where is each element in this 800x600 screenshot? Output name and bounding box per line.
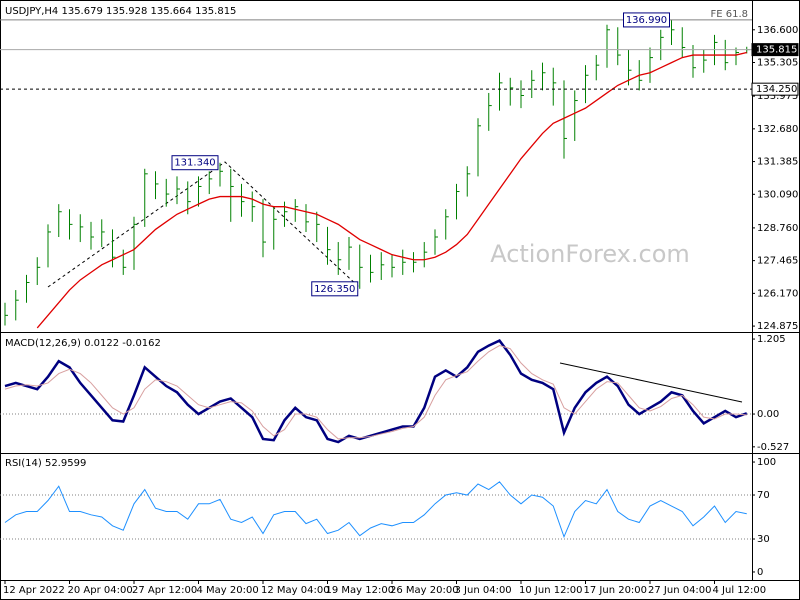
level-label: 134.250 (756, 84, 797, 95)
level-box (751, 43, 799, 57)
panel-title: MACD(12,26,9) 0.0122 -0.0162 (5, 338, 161, 349)
y-tick-label: 133.975 (757, 91, 798, 102)
annotation-box (311, 281, 359, 297)
y-tick-label: 126.170 (757, 288, 798, 299)
x-tick-label: 17 Jun 20:00 (584, 585, 648, 596)
y-tick-label: 131.385 (757, 157, 798, 168)
annotation-box (171, 155, 219, 171)
y-tick-label: 132.680 (757, 124, 798, 135)
x-tick-label: 12 Apr 2022 (3, 585, 65, 596)
wave-line (47, 161, 361, 289)
x-tick-label: 27 Jun 04:00 (648, 585, 712, 596)
x-tick-label: 3 Jun 04:00 (455, 585, 512, 596)
watermark: ActionForex.com (490, 240, 690, 268)
panel-title: USDJPY,H4 135.679 135.928 135.664 135.81… (5, 6, 236, 17)
y-tick-label: 124.875 (757, 321, 798, 332)
level-box (751, 82, 799, 96)
y-tick-label: 136.600 (757, 25, 798, 36)
level-label: 135.815 (756, 45, 797, 56)
annotation-box (623, 12, 670, 28)
macd-line (4, 339, 748, 444)
y-tick-label: 1.205 (757, 334, 786, 345)
y-tick-label: 130.090 (757, 189, 798, 200)
y-tick-label: 100 (757, 457, 776, 468)
y-tick-label: 127.465 (757, 256, 798, 267)
y-tick-label: 70 (757, 490, 770, 501)
y-tick-label: 135.305 (757, 58, 798, 69)
x-tick-label: 20 Apr 04:00 (68, 585, 133, 596)
x-tick-label: 27 Apr 12:00 (132, 585, 197, 596)
panel-title: RSI(14) 52.9599 (5, 458, 86, 469)
rsi-line (4, 481, 747, 539)
y-tick-label: 0 (757, 567, 763, 578)
x-tick-label: 4 May 20:00 (197, 585, 259, 596)
annotation-label: 136.990 (626, 15, 667, 26)
annotation-label: 126.350 (314, 284, 355, 295)
trend-line (559, 362, 743, 403)
macd-line (4, 345, 747, 440)
level-label: FE 61.8 (710, 9, 748, 20)
y-tick-label: 0.00 (757, 409, 779, 420)
y-tick-label: 128.760 (757, 223, 798, 234)
x-tick-label: 19 May 12:00 (326, 585, 395, 596)
moving-average (36, 51, 747, 329)
y-tick-label: -0.527 (757, 442, 789, 453)
x-tick-label: 12 May 04:00 (261, 585, 330, 596)
x-tick-label: 26 May 20:00 (390, 585, 459, 596)
annotation-label: 131.340 (174, 158, 215, 169)
y-tick-label: 30 (757, 534, 770, 545)
x-tick-label: 4 Jul 12:00 (713, 585, 767, 596)
x-tick-label: 10 Jun 12:00 (519, 585, 583, 596)
